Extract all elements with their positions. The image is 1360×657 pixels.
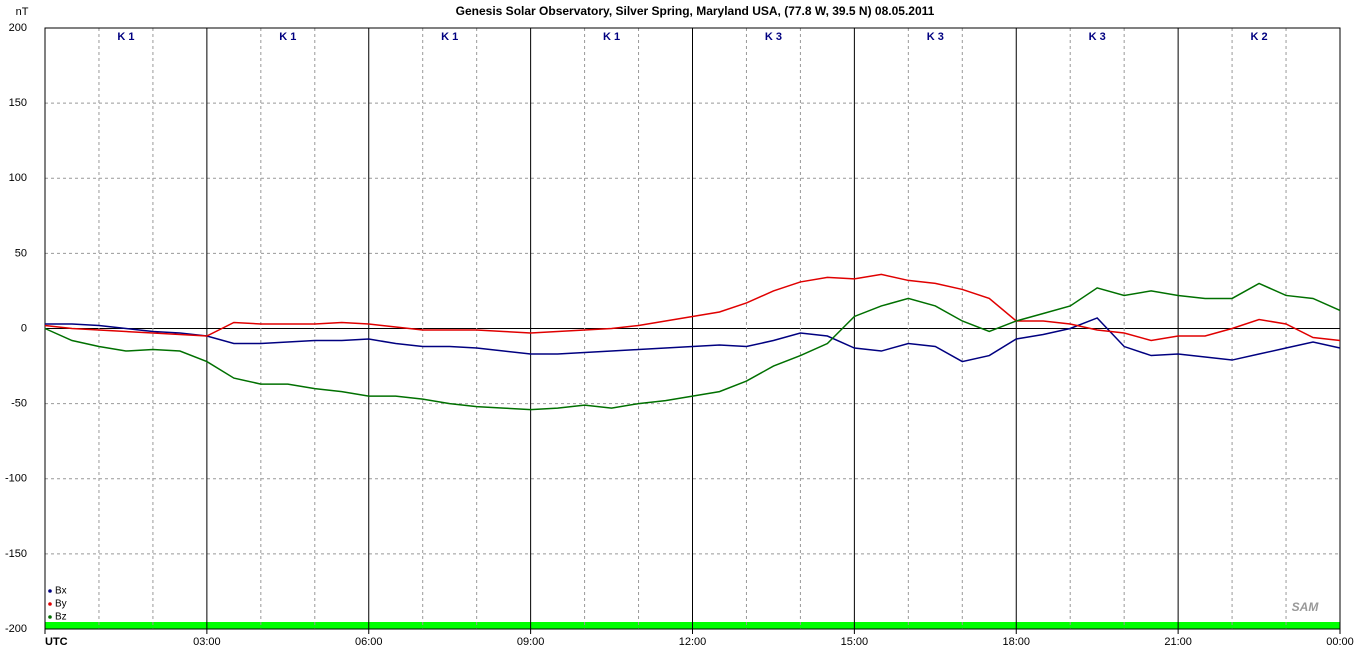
y-axis-label: nT <box>16 6 29 18</box>
y-tick-label: -150 <box>5 548 27 560</box>
x-tick-label: 12:00 <box>679 636 707 648</box>
x-tick-label: 03:00 <box>193 636 221 648</box>
legend-marker <box>48 602 52 606</box>
x-tick-label: 09:00 <box>517 636 545 648</box>
series-line <box>44 282 1341 411</box>
legend-label: Bz <box>55 612 67 623</box>
y-tick-label: -50 <box>11 398 27 410</box>
k-index-label: K 1 <box>603 31 620 43</box>
y-tick-label: -200 <box>5 623 27 635</box>
legend-label: Bx <box>55 586 67 597</box>
k-index-label: K 3 <box>927 31 944 43</box>
chart-title: Genesis Solar Observatory, Silver Spring… <box>456 4 935 18</box>
series-line <box>45 317 1341 363</box>
k-index-label: K 1 <box>117 31 134 43</box>
k-index-label: K 1 <box>441 31 458 43</box>
x-tick-label: 15:00 <box>841 636 869 648</box>
y-tick-label: 150 <box>9 97 27 109</box>
y-tick-label: 50 <box>15 247 27 259</box>
k-index-label: K 2 <box>1251 31 1268 43</box>
y-tick-label: 200 <box>9 22 27 34</box>
series-line <box>44 273 1341 342</box>
x-tick-label: 06:00 <box>355 636 383 648</box>
x-tick-label: 00:00 <box>1326 636 1354 648</box>
x-tick-label: UTC <box>45 636 68 648</box>
y-tick-label: 100 <box>9 172 27 184</box>
y-tick-label: -100 <box>5 473 27 485</box>
legend-marker <box>48 615 52 619</box>
legend-label: By <box>55 599 67 610</box>
legend-marker <box>48 589 52 593</box>
x-tick-label: 21:00 <box>1164 636 1192 648</box>
logo: SAM <box>1292 600 1320 614</box>
y-tick-label: 0 <box>21 322 27 334</box>
k-index-label: K 3 <box>765 31 782 43</box>
k-index-label: K 1 <box>279 31 296 43</box>
x-tick-label: 18:00 <box>1002 636 1030 648</box>
k-index-label: K 3 <box>1089 31 1106 43</box>
